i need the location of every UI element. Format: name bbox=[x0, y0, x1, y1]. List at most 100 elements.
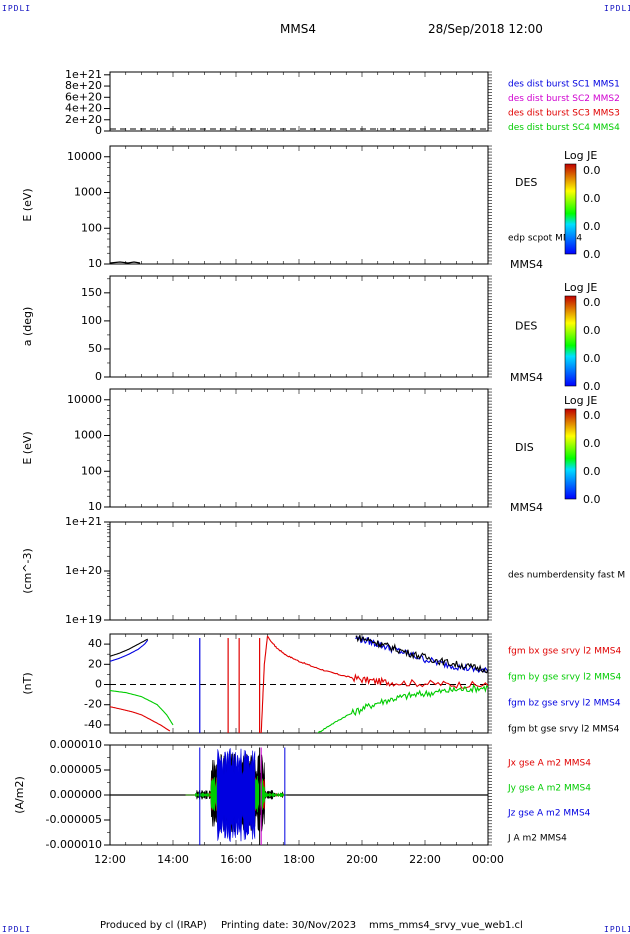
panel-frame bbox=[109, 388, 489, 508]
series-line bbox=[110, 706, 171, 732]
y-tick-label: -0.000005 bbox=[46, 813, 102, 826]
x-tick-label: 20:00 bbox=[346, 853, 378, 866]
y-tick-label: 2e+20 bbox=[65, 113, 102, 126]
legend-label: fgm by gse srvy l2 MMS4 bbox=[508, 673, 621, 683]
y-tick-label: 1e+19 bbox=[65, 613, 102, 626]
overlay-label: edp scpot MMS4 bbox=[508, 234, 582, 244]
x-tick-label: 00:00 bbox=[472, 853, 504, 866]
y-tick-label: 1e+20 bbox=[65, 564, 102, 577]
colorbar-tick-label: 0.0 bbox=[583, 220, 601, 233]
panel-bottom-label: MMS4 bbox=[510, 258, 543, 271]
panel-frame bbox=[109, 71, 489, 132]
legend-label: des numberdensity fast M bbox=[508, 571, 625, 581]
y-tick-label: 0.000010 bbox=[50, 738, 103, 751]
y-axis-label: (nT) bbox=[21, 672, 34, 694]
colorbar-title: Log JE bbox=[564, 281, 597, 294]
x-tick-label: 14:00 bbox=[157, 853, 189, 866]
field-traces bbox=[110, 635, 488, 733]
y-tick-label: 100 bbox=[81, 221, 102, 234]
panel-frame bbox=[109, 145, 489, 265]
y-tick-label: 1000 bbox=[74, 186, 102, 199]
y-tick-label: 40 bbox=[88, 637, 102, 650]
series-line bbox=[355, 635, 488, 674]
series-line bbox=[260, 635, 269, 733]
y-tick-label: 10 bbox=[88, 500, 102, 513]
legend-label: Jx gse A m2 MMS4 bbox=[507, 759, 591, 769]
current-traces bbox=[110, 747, 488, 845]
footer-filename: mms_mms4_srvy_vue_web1.cl bbox=[369, 920, 523, 931]
series-line bbox=[110, 638, 149, 657]
y-axis-label: E (eV) bbox=[21, 188, 34, 221]
y-tick-label: 0 bbox=[95, 124, 102, 137]
panel-frame bbox=[109, 633, 489, 734]
y-tick-label: 4e+20 bbox=[65, 102, 102, 115]
legend-label: des dist burst SC3 MMS3 bbox=[508, 109, 620, 119]
colorbar-tick-label: 0.0 bbox=[583, 465, 601, 478]
corner-label-top-right: IPDLI bbox=[604, 4, 630, 13]
colorbar-tick-label: 0.0 bbox=[583, 248, 601, 261]
datetime-title: 28/Sep/2018 12:00 bbox=[428, 22, 543, 36]
colorbar-tick-label: 0.0 bbox=[583, 296, 601, 309]
corner-label-bottom-right: IPDLI bbox=[604, 925, 630, 934]
colorbar-title: Log JE bbox=[564, 149, 597, 162]
y-axis-label: (A/m2) bbox=[13, 776, 26, 814]
y-tick-label: 100 bbox=[81, 464, 102, 477]
series-line bbox=[110, 639, 149, 662]
panel-label: DES bbox=[515, 176, 537, 189]
series-line bbox=[267, 635, 488, 689]
y-tick-label: 1e+21 bbox=[65, 68, 102, 81]
y-tick-label: 10000 bbox=[67, 150, 102, 163]
footer-produced-by: Produced by cl (IRAP) bbox=[100, 920, 207, 931]
panel-frame bbox=[109, 275, 489, 378]
colorbar-tick-label: 0.0 bbox=[583, 192, 601, 205]
y-tick-label: 0 bbox=[95, 370, 102, 383]
colorbar-tick-label: 0.0 bbox=[583, 409, 601, 422]
legend-label: J A m2 MMS4 bbox=[507, 834, 567, 844]
colorbar-tick-label: 0.0 bbox=[583, 437, 601, 450]
jz-fill bbox=[216, 747, 256, 843]
mission-title: MMS4 bbox=[280, 22, 316, 36]
panel-bottom-label: MMS4 bbox=[510, 501, 543, 514]
panel-bottom-label: MMS4 bbox=[510, 371, 543, 384]
y-tick-label: 20 bbox=[88, 657, 102, 670]
scpot-trace bbox=[109, 261, 141, 264]
y-tick-label: 0.000005 bbox=[50, 763, 103, 776]
colorbar-title: Log JE bbox=[564, 394, 597, 407]
colorbar-tick-label: 0.0 bbox=[583, 164, 601, 177]
y-tick-label: 10 bbox=[88, 257, 102, 270]
corner-label-bottom-left: IPDLI bbox=[2, 925, 32, 934]
x-tick-label: 22:00 bbox=[409, 853, 441, 866]
panel-frame bbox=[109, 521, 489, 621]
y-axis-label: a (deg) bbox=[21, 307, 34, 347]
y-tick-label: 0.000000 bbox=[50, 788, 103, 801]
y-axis-label: E (eV) bbox=[21, 431, 34, 464]
legend-label: fgm bt gse srvy l2 MMS4 bbox=[508, 725, 620, 735]
colorbar-tick-label: 0.0 bbox=[583, 324, 601, 337]
y-tick-label: 6e+20 bbox=[65, 90, 102, 103]
y-axis-label: (cm^-3) bbox=[21, 548, 34, 594]
footer-printing-date: Printing date: 30/Nov/2023 bbox=[221, 920, 357, 931]
legend-label: fgm bz gse srvy l2 MMS4 bbox=[508, 699, 621, 709]
colorbar-tick-label: 0.0 bbox=[583, 493, 601, 506]
x-tick-label: 12:00 bbox=[94, 853, 126, 866]
y-tick-label: 0 bbox=[95, 678, 102, 691]
colorbar-tick-label: 0.0 bbox=[583, 352, 601, 365]
colorbar bbox=[564, 295, 577, 387]
y-tick-label: -40 bbox=[84, 718, 102, 731]
panel-label: DIS bbox=[515, 441, 534, 454]
colorbar bbox=[564, 163, 577, 255]
legend-label: des dist burst SC2 MMS2 bbox=[508, 94, 620, 104]
y-tick-label: 50 bbox=[88, 342, 102, 355]
legend-label: fgm bx gse srvy l2 MMS4 bbox=[508, 647, 621, 657]
legend-label: Jz gse A m2 MMS4 bbox=[507, 809, 591, 819]
y-tick-label: -20 bbox=[84, 698, 102, 711]
y-tick-label: -0.000010 bbox=[46, 838, 102, 851]
y-tick-label: 8e+20 bbox=[65, 79, 102, 92]
x-tick-label: 18:00 bbox=[283, 853, 315, 866]
series-line bbox=[110, 690, 174, 726]
y-tick-label: 1e+21 bbox=[65, 515, 102, 528]
y-tick-label: 100 bbox=[81, 314, 102, 327]
y-tick-label: 150 bbox=[81, 286, 102, 299]
y-tick-label: 10000 bbox=[67, 393, 102, 406]
